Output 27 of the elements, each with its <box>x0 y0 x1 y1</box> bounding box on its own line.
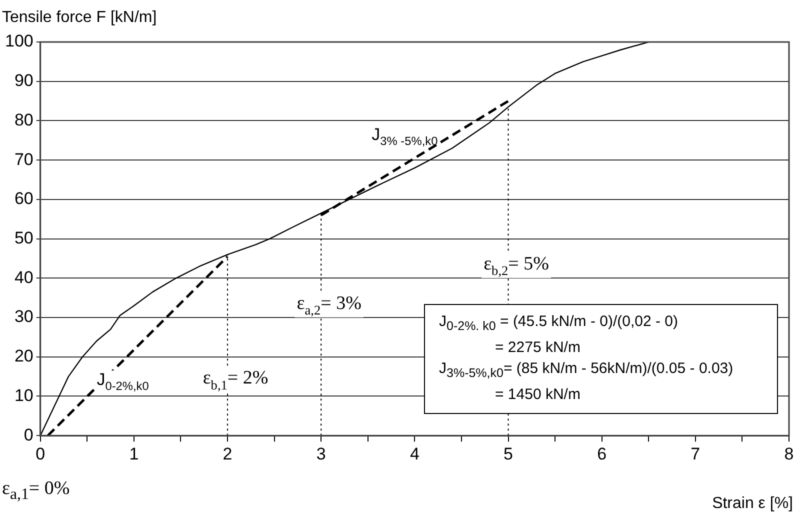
annotation: = 1450 kN/m <box>494 385 582 405</box>
y-tick-label: 30 <box>14 307 34 326</box>
text: ε$_{a,1}$= 0% <box>2 478 70 505</box>
y-axis-title: Tensile force F [kN/m] <box>2 9 157 26</box>
x-tick-label: 6 <box>597 444 607 464</box>
x-tick-label: 5 <box>504 444 513 464</box>
x-tick-label: 7 <box>690 444 700 464</box>
y-tick-label: 50 <box>14 228 34 248</box>
x-tick-label: 3 <box>316 444 326 464</box>
y-tick-label: 20 <box>14 346 34 366</box>
annotation: = 2275 kN/m <box>494 338 582 358</box>
y-tick-label: 40 <box>14 268 34 287</box>
y-tick-label: 80 <box>14 110 34 130</box>
y-tick-label: 60 <box>14 189 34 208</box>
y-tick-label: 70 <box>14 150 34 169</box>
x-tick-label: 2 <box>222 444 232 464</box>
annotation: J$_{3%-5%,k0}$= (85 kN/m - 56kN/m)/(0.05 - 0.03) <box>438 359 734 382</box>
x-axis-title: Strain ε [%] <box>712 495 793 512</box>
y-tick-label: 100 <box>4 32 34 51</box>
y-tick-label: 90 <box>14 71 34 90</box>
y-tick-label: 10 <box>14 386 34 405</box>
annotation: J$_{0-2%. k0}$ = (45.5 kN/m - 0)/(0,02 - 0) <box>438 312 679 335</box>
x-tick-label: 0 <box>36 444 46 464</box>
x-tick-label: 4 <box>410 444 420 464</box>
y-tick-label: 0 <box>24 425 34 444</box>
x-tick-label: 1 <box>129 444 139 464</box>
x-tick-label: 8 <box>784 444 794 464</box>
